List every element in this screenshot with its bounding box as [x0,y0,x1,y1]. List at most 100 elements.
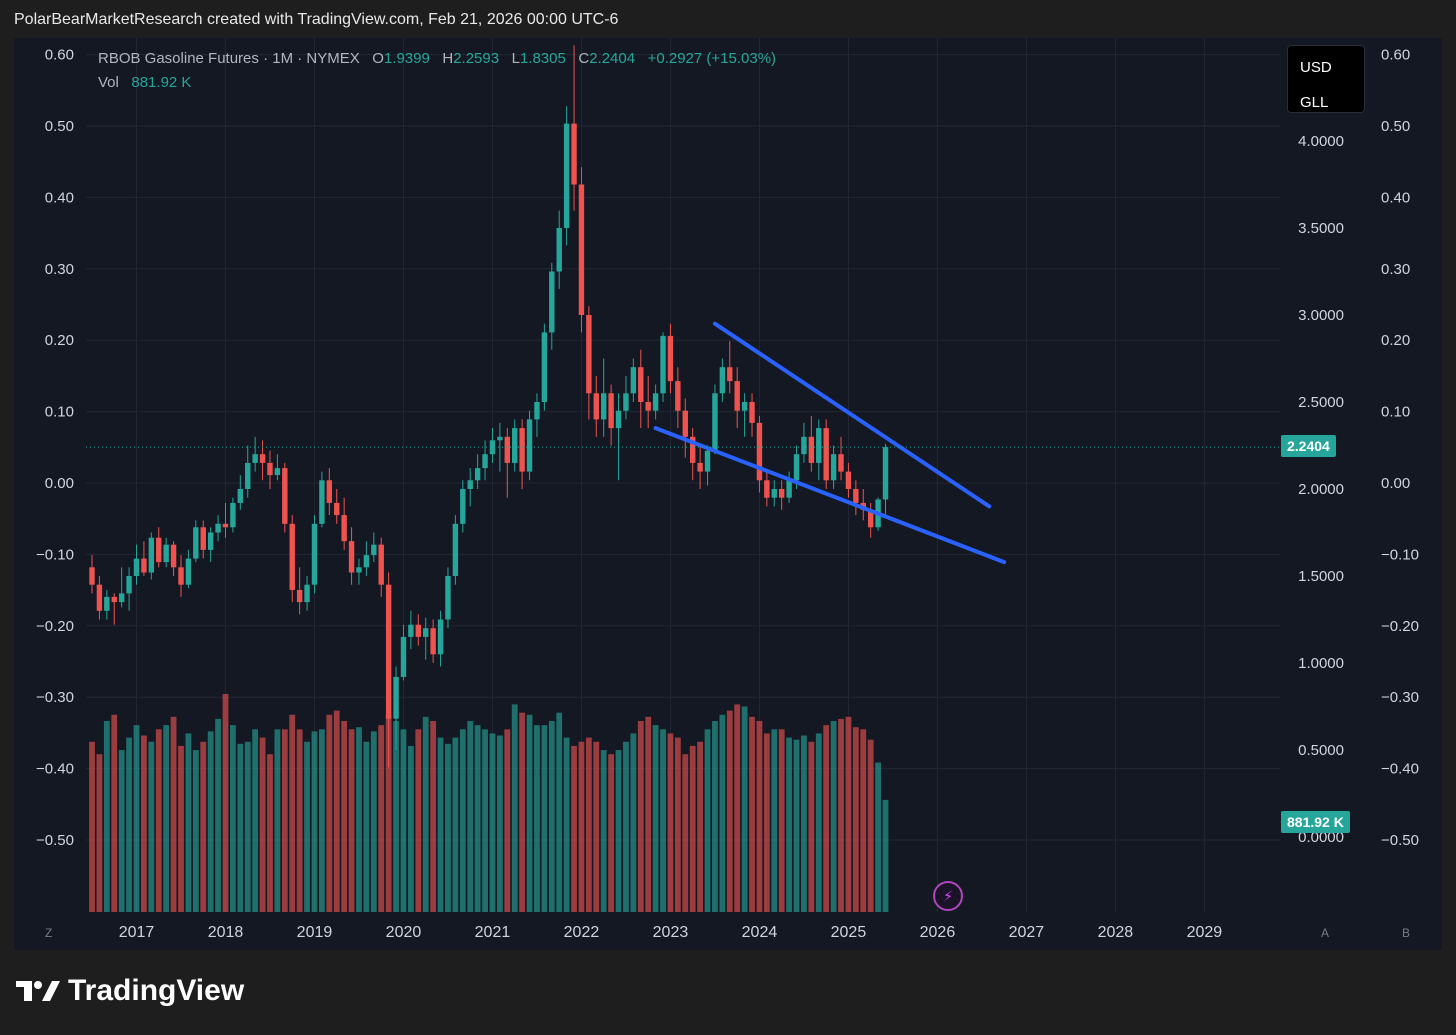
candle-body [348,541,355,573]
timezone-button[interactable]: Z [45,926,53,940]
left-axis-label: 0.60 [45,47,74,64]
candle-body [578,184,585,315]
volume-bar [370,731,377,912]
volume-bar [526,714,533,912]
high-value: 2.2593 [453,50,500,67]
candle-body [467,480,473,489]
price-axis-label: 1.0000 [1298,655,1344,672]
candle-body [778,489,785,498]
right-axis-label: −0.50 [1381,832,1419,849]
volume-bar [89,741,95,912]
volume-bar [496,735,503,912]
candle-body [816,428,822,463]
candle-body [749,402,755,423]
time-axis-label: 2019 [297,924,333,941]
volume-bar [304,741,310,912]
volume-bar [674,737,681,912]
candle-body [296,589,303,603]
candle-body [96,584,103,611]
price-axis-label: 0.5000 [1298,742,1344,759]
volume-bar [415,729,422,912]
right-axis-label: 0.00 [1381,475,1410,492]
volume-bar [660,729,666,912]
candle-body [385,584,392,719]
candle-body [356,567,362,573]
volume-bar [437,737,444,912]
candle-body [556,228,562,272]
candle-body [452,523,459,576]
candle-body [756,422,763,481]
candle-body [400,636,407,677]
candle-body [185,558,192,585]
currency-unit-selector[interactable]: USD GLL [1287,45,1365,113]
volume-bar [563,737,570,912]
candle-body [178,567,184,585]
volume-label[interactable]: Vol [98,74,119,91]
volume-bar [845,716,852,912]
volume-bar [178,745,184,912]
left-axis-label: −0.10 [36,546,74,563]
volume-bar [452,737,459,912]
unit-label[interactable]: GLL [1300,94,1329,111]
left-axis-label: 0.30 [45,261,74,278]
time-axis-label: 2021 [475,924,511,941]
candle-body [148,537,155,573]
volume-bar [682,754,689,912]
candle-body [126,576,132,594]
candle-body [326,480,333,503]
volume-bar [815,733,822,912]
volume-bar [741,706,748,912]
time-axis-label: 2024 [742,924,778,941]
volume-bar [111,714,118,912]
left-axis-label: 0.20 [45,332,74,349]
volume-bar [311,731,318,912]
wedge-trendline [653,426,1007,565]
candle-body [830,454,837,481]
candle-body [489,440,496,455]
candle-body [163,544,169,563]
volume-bar [778,729,785,912]
tradingview-logo: TradingView [16,974,244,1008]
candle-body [660,335,666,394]
volume-bar [141,735,147,912]
currency-label[interactable]: USD [1300,59,1332,76]
candle-body [111,596,117,603]
candle-body [170,544,177,568]
candle-body [667,335,674,382]
volume-bar [274,729,281,912]
lightning-icon[interactable]: ⚡ [933,881,963,911]
volume-bar [126,737,132,912]
candle-body [133,558,140,576]
volume-bar [726,710,733,912]
candle-body [801,436,807,455]
candle-body [512,428,518,463]
price-axis-label: 3.5000 [1298,220,1344,237]
volume-bar [474,725,481,912]
candle-body [727,367,733,382]
volume-bar [615,750,622,912]
volume-bar [630,733,637,912]
volume-bar [548,720,555,912]
volume-bar [148,741,155,912]
candle-body [245,462,251,489]
price-axis-label: 0.0000 [1298,829,1344,846]
auto-scale-button[interactable]: A [1321,926,1330,940]
candle-body [630,367,637,394]
candle-body [341,515,347,542]
candle-body [259,454,266,463]
candle-body [363,555,370,568]
volume-bar [445,743,451,912]
right-axis-label: −0.40 [1381,761,1419,778]
volume-bar [823,725,830,912]
time-axis-label: 2017 [119,924,155,941]
scale-b-button[interactable]: B [1402,926,1411,940]
right-axis-label: 0.60 [1381,47,1410,64]
volume-bar [838,718,844,912]
price-axis-label: 3.0000 [1298,307,1344,324]
volume-bar [230,725,236,912]
price-chart[interactable]: 0.60 0.50 0.40 0.30 0.20 0.10 0.00 −0.10 −0.20 −0… [14,38,1442,950]
candle-body [719,367,726,394]
left-axis-label: 0.10 [45,404,74,421]
chart-area[interactable]: 0.60 0.50 0.40 0.30 0.20 0.10 0.00 −0.10 −0.20 −0… [14,38,1442,950]
symbol-name[interactable]: RBOB Gasoline Futures · 1M · NYMEX [98,50,360,67]
